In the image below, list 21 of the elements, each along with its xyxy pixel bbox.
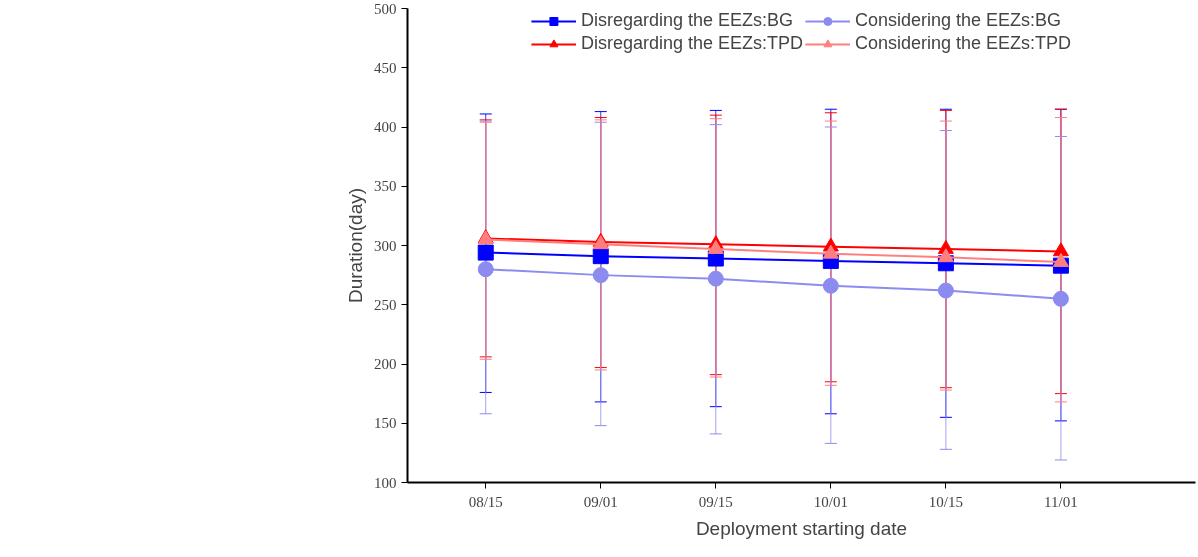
y-tick-label: 100 [374, 474, 397, 491]
y-tick-label: 400 [374, 119, 397, 135]
x-tick-label: 08/15 [468, 493, 503, 510]
y-axis-title: Duration(day) [345, 187, 366, 304]
y-tick-label: 250 [374, 296, 397, 313]
x-tick-label: 10/15 [928, 493, 963, 510]
y-tick-label: 500 [374, 0, 397, 17]
x-axis-title: Deployment starting date [695, 517, 908, 539]
legend-label: Considering the EEZs:BG [855, 10, 1062, 31]
y-tick-label: 450 [374, 59, 397, 76]
x-tick-label: 10/01 [813, 493, 848, 510]
y-tick-label: 350 [374, 178, 397, 195]
y-tick-label: 300 [374, 237, 397, 254]
x-tick-label: 09/01 [583, 493, 618, 510]
x-tick-label: 09/15 [698, 493, 733, 510]
y-tick-label: 200 [374, 356, 397, 372]
legend-label: Considering the EEZs:TPD [855, 33, 1072, 54]
y-tick-label: 150 [374, 415, 397, 432]
legend-label: Disregarding the EEZs:BG [580, 10, 793, 31]
legend-label: Disregarding the EEZs:TPD [580, 33, 803, 54]
x-tick-label: 11/01 [1044, 493, 1078, 510]
